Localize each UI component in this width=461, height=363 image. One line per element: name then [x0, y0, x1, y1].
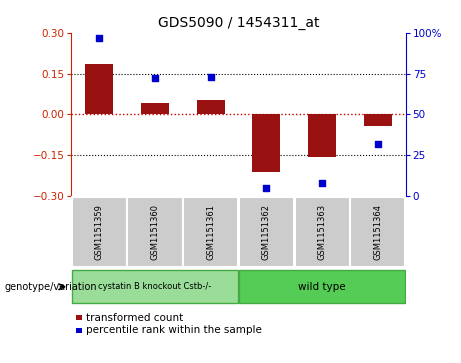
Text: cystatin B knockout Cstb-/-: cystatin B knockout Cstb-/- — [98, 282, 212, 291]
Title: GDS5090 / 1454311_at: GDS5090 / 1454311_at — [158, 16, 319, 30]
Text: GSM1151363: GSM1151363 — [318, 204, 327, 260]
Bar — [183, 197, 238, 267]
Text: wild type: wild type — [298, 282, 346, 292]
Bar — [76, 315, 82, 320]
Bar — [364, 114, 392, 126]
Point — [374, 141, 382, 147]
Bar — [72, 270, 238, 303]
Bar — [295, 197, 350, 267]
Point — [95, 35, 103, 41]
Bar — [350, 197, 405, 267]
Bar — [141, 103, 169, 114]
Bar — [239, 270, 405, 303]
Point — [319, 180, 326, 186]
Text: GSM1151360: GSM1151360 — [150, 204, 160, 260]
Bar — [127, 197, 183, 267]
Bar — [239, 197, 294, 267]
Text: genotype/variation: genotype/variation — [5, 282, 97, 292]
Text: GSM1151361: GSM1151361 — [206, 204, 215, 260]
Bar — [197, 100, 225, 114]
Bar — [253, 114, 280, 171]
Text: transformed count: transformed count — [86, 313, 183, 323]
Bar — [308, 114, 336, 156]
Text: GSM1151362: GSM1151362 — [262, 204, 271, 260]
Text: GSM1151364: GSM1151364 — [373, 204, 382, 260]
Bar — [72, 197, 127, 267]
Point — [151, 76, 159, 81]
Point — [207, 74, 214, 79]
Bar — [85, 64, 113, 114]
Text: GSM1151359: GSM1151359 — [95, 204, 104, 260]
Bar — [76, 328, 82, 333]
Point — [263, 185, 270, 191]
Text: percentile rank within the sample: percentile rank within the sample — [86, 325, 262, 335]
